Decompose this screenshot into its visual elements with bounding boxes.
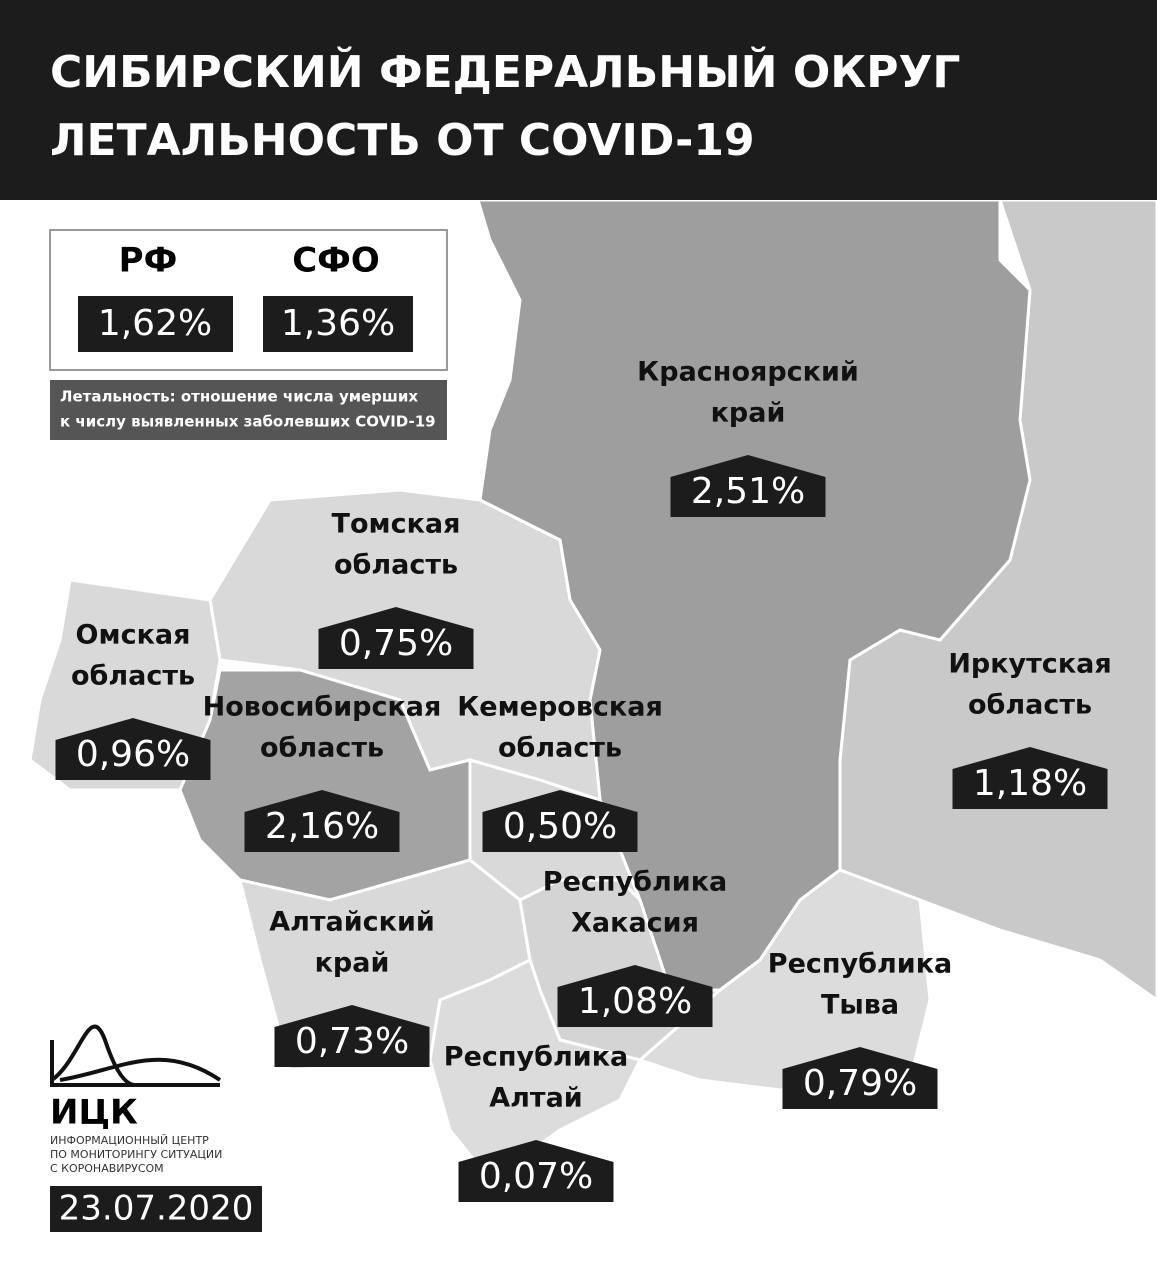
value-badge (782, 1047, 938, 1109)
header-band (0, 0, 1157, 200)
region-name: край (711, 398, 786, 429)
value-badge (557, 965, 713, 1027)
value-badge (670, 455, 826, 517)
region-labels: Красноярский край 2,51% Иркутская область 1,1… (55, 357, 1112, 1202)
value-badge (318, 607, 474, 669)
region-label: Республика Алтай 0,07% (444, 1042, 628, 1202)
region-name: Омская (76, 620, 191, 651)
summary-label: РФ (119, 241, 178, 281)
region-name: Республика (444, 1042, 628, 1073)
summary-label: СФО (292, 241, 380, 281)
region-value: 0,75% (339, 623, 453, 664)
region-name: Алтай (489, 1083, 582, 1114)
region-value: 2,51% (691, 471, 805, 512)
region-label: Красноярский край 2,51% (637, 357, 859, 517)
region-name: область (334, 550, 458, 581)
region-name: Кемеровская (457, 692, 663, 723)
region-name: Республика (768, 949, 952, 980)
note: к числу выявленных заболевших COVID-19 (60, 413, 436, 431)
region-name: область (260, 733, 384, 764)
region-shape (428, 957, 643, 1183)
date-box (50, 1186, 262, 1232)
region-name: Томская (332, 509, 461, 540)
summary-badge (78, 296, 233, 352)
value-badge (55, 718, 211, 780)
region-name: Тыва (821, 990, 899, 1021)
region-label: Омская область 0,96% (55, 620, 211, 780)
summary-value: 1,36% (281, 303, 395, 344)
region-value: 0,96% (76, 734, 190, 775)
value-badge (458, 1140, 614, 1202)
region-label: Томская область 0,75% (318, 509, 474, 669)
value-badge (274, 1005, 430, 1067)
region-value: 1,18% (973, 763, 1087, 804)
note-box (50, 380, 447, 440)
note: Летальность: отношение числа умерших (60, 388, 418, 406)
region-name: Алтайский (269, 907, 435, 938)
value-badge (244, 790, 400, 852)
region-value: 1,08% (578, 981, 692, 1022)
value-badge (482, 790, 638, 852)
region-label: Иркутская область 1,18% (948, 649, 1112, 809)
logo-caption: ПО МОНИТОРИНГУ СИТУАЦИИ (50, 1148, 222, 1161)
region-value: 0,73% (295, 1021, 409, 1062)
title: СИБИРСКИЙ ФЕДЕРАЛЬНЫЙ ОКРУГ (50, 45, 960, 98)
region-shape (637, 868, 932, 1092)
region-name: Хакасия (571, 908, 699, 939)
region-label: Республика Тыва 0,79% (768, 949, 952, 1109)
region-label: Кемеровская область 0,50% (457, 692, 663, 852)
region-value: 0,07% (479, 1156, 593, 1197)
region-name: Иркутская (948, 649, 1111, 680)
summary-badge (263, 296, 413, 352)
region-value: 2,16% (265, 806, 379, 847)
logo-caption: ИНФОРМАЦИОННЫЙ ЦЕНТР (50, 1134, 209, 1147)
region-name: область (968, 690, 1092, 721)
region-name: Красноярский (637, 357, 859, 388)
region-value: 0,50% (503, 806, 617, 847)
value-badge (952, 747, 1108, 809)
logo-name: ИЦК (50, 1093, 138, 1133)
region-name: область (71, 661, 195, 692)
region-label: Новосибирская область 2,16% (203, 692, 442, 852)
title: ЛЕТАЛЬНОСТЬ ОТ COVID-19 (50, 115, 755, 166)
region-name: край (315, 948, 390, 979)
region-name: область (498, 733, 622, 764)
logo-mark (50, 1024, 222, 1087)
date: 23.07.2020 (59, 1189, 254, 1229)
region-name: Республика (543, 867, 727, 898)
region-value: 0,79% (803, 1063, 917, 1104)
region-label: Алтайский край 0,73% (269, 907, 435, 1067)
region-name: Новосибирская (203, 692, 442, 723)
region-label: Республика Хакасия 1,08% (543, 867, 727, 1027)
logo-caption: С КОРОНАВИРУСОМ (50, 1162, 164, 1175)
summary-value: 1,62% (98, 303, 212, 344)
